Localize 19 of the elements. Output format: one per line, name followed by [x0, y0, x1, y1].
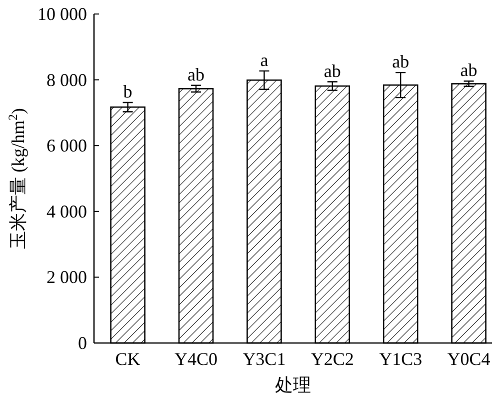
- annotation: a: [260, 50, 268, 70]
- annotation: ab: [392, 52, 410, 72]
- annotation: b: [123, 82, 132, 102]
- y-tick-label: 6 000: [46, 136, 87, 156]
- x-tick-label: Y3C1: [242, 349, 286, 369]
- annotation: ab: [188, 64, 204, 84]
- y-tick-label: 4 000: [46, 201, 87, 222]
- x-axis-title: 处理: [275, 375, 311, 395]
- y-tick-label: 8 000: [46, 70, 87, 90]
- annotation: ab: [460, 60, 478, 80]
- x-tick-label: Y0C4: [447, 349, 490, 369]
- x-tick-label: Y1C3: [379, 349, 422, 369]
- x-tick-label: CK: [115, 349, 140, 369]
- x-tick-label: Y4C0: [174, 349, 218, 369]
- x-tick-label: Y2C2: [310, 349, 354, 369]
- y-tick-label: 0: [78, 333, 87, 353]
- y-tick-label: 10 000: [38, 4, 87, 24]
- y-tick-label: 2 000: [46, 267, 87, 288]
- annotation: ab: [324, 60, 341, 81]
